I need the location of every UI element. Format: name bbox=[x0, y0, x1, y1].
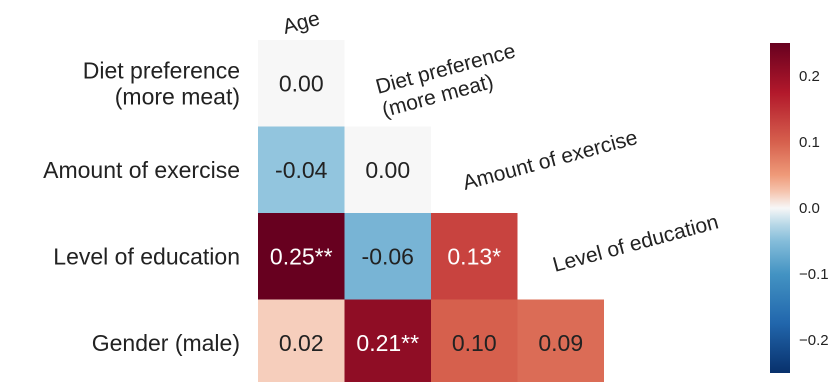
colorbar-tick-label: 0.2 bbox=[799, 68, 820, 85]
heatmap-cell-label: 0.25** bbox=[270, 243, 333, 269]
heatmap-cell-label: 0.09 bbox=[538, 330, 583, 356]
heatmap-cell-label: 0.00 bbox=[365, 157, 410, 183]
colorbar: 0.2 0.1 0.0 −0.1 −0.2 bbox=[770, 43, 829, 373]
heatmap-cell-label: 0.10 bbox=[452, 330, 497, 356]
column-label: Level of education bbox=[550, 210, 721, 276]
row-label: Level of education bbox=[53, 243, 240, 269]
heatmap-cell-r2-c0 bbox=[258, 213, 345, 300]
heatmap-cell-r2-c1 bbox=[344, 213, 431, 300]
row-label: Amount of exercise bbox=[43, 157, 240, 183]
colorbar-tick-label: 0.1 bbox=[799, 134, 820, 151]
heatmap-cell-label: 0.13* bbox=[447, 243, 501, 269]
heatmap-cell-r1-c1 bbox=[344, 126, 431, 213]
heatmap-cell-r0-c0 bbox=[258, 40, 345, 127]
heatmap-cell-label: 0.00 bbox=[279, 70, 324, 96]
heatmap-cell-label: 0.02 bbox=[279, 330, 324, 356]
heatmap-cell-r3-c0 bbox=[258, 299, 345, 386]
heatmap-cell-r3-c1 bbox=[344, 299, 431, 386]
heatmap-cells: 0.00 -0.04 0.00 0.25** -0.06 0.13* 0.02 0.21** 0… bbox=[258, 40, 604, 386]
row-labels: Diet preference (more meat) Amount of exer… bbox=[43, 57, 240, 356]
row-label: Diet preference (more meat) bbox=[83, 57, 240, 109]
row-label: Gender (male) bbox=[92, 330, 240, 356]
colorbar-tick-label: −0.2 bbox=[799, 332, 829, 349]
colorbar-gradient bbox=[770, 43, 790, 373]
column-label: Amount of exercise bbox=[460, 126, 640, 195]
heatmap-cell-r2-c2 bbox=[431, 213, 518, 300]
heatmap-cell-r3-c2 bbox=[431, 299, 518, 386]
heatmap-cell-label: -0.04 bbox=[275, 157, 328, 183]
heatmap-cell-r1-c0 bbox=[258, 126, 345, 213]
colorbar-tick-label: 0.0 bbox=[799, 200, 820, 217]
column-label: Age bbox=[280, 7, 322, 39]
heatmap-cell-label: 0.21** bbox=[356, 330, 419, 356]
heatmap-cell-r3-c3 bbox=[517, 299, 604, 386]
heatmap-cell-label: -0.06 bbox=[362, 243, 414, 269]
colorbar-tick-label: −0.1 bbox=[799, 266, 829, 283]
column-label: Diet preference(more meat) bbox=[373, 39, 524, 122]
